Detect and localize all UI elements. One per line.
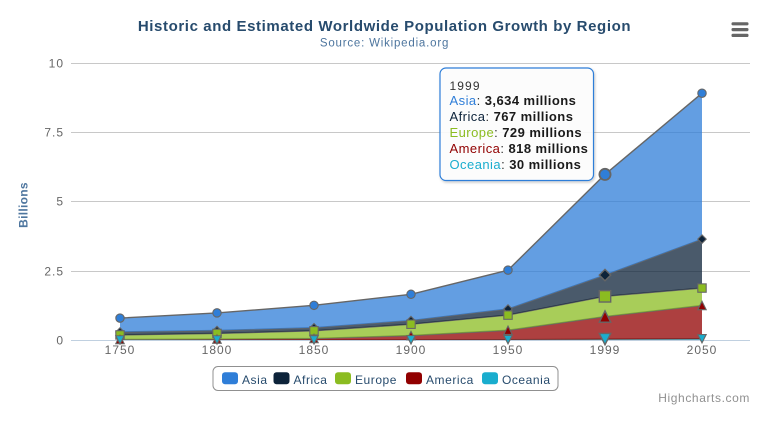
svg-text:Billions: Billions <box>17 182 31 228</box>
svg-text:Africa: Africa <box>294 373 328 387</box>
svg-text:0: 0 <box>56 334 64 348</box>
svg-text:Highcharts.com: Highcharts.com <box>658 391 750 405</box>
svg-text:1999: 1999 <box>450 79 481 93</box>
svg-text:10: 10 <box>49 57 64 71</box>
svg-text:America: America <box>426 373 474 387</box>
svg-text:2.5: 2.5 <box>44 265 64 279</box>
svg-text:7.5: 7.5 <box>44 126 64 140</box>
svg-text:1800: 1800 <box>202 343 233 357</box>
svg-text:1900: 1900 <box>396 343 427 357</box>
svg-text:Source: Wikipedia.org: Source: Wikipedia.org <box>320 38 449 50</box>
svg-text:1950: 1950 <box>493 343 524 357</box>
svg-text:Europe: 729 millions: Europe: 729 millions <box>450 125 583 140</box>
svg-text:1999: 1999 <box>590 343 621 357</box>
svg-text:1750: 1750 <box>105 343 136 357</box>
svg-text:1850: 1850 <box>299 343 330 357</box>
svg-text:Asia: Asia <box>242 373 268 387</box>
svg-text:America: 818 millions: America: 818 millions <box>450 141 589 156</box>
svg-text:Oceania: Oceania <box>502 373 551 387</box>
svg-text:Historic and Estimated Worldwi: Historic and Estimated Worldwide Populat… <box>138 18 631 35</box>
svg-text:2050: 2050 <box>687 343 718 357</box>
svg-text:Europe: Europe <box>355 373 397 387</box>
svg-text:5: 5 <box>56 195 64 209</box>
svg-text:Asia: 3,634 millions: Asia: 3,634 millions <box>450 93 577 108</box>
svg-text:Oceania: 30 millions: Oceania: 30 millions <box>450 157 582 172</box>
svg-text:Africa: 767 millions: Africa: 767 millions <box>450 109 574 124</box>
